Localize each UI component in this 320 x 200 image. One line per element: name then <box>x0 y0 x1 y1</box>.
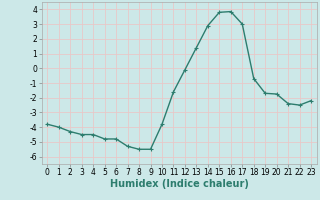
X-axis label: Humidex (Indice chaleur): Humidex (Indice chaleur) <box>110 179 249 189</box>
